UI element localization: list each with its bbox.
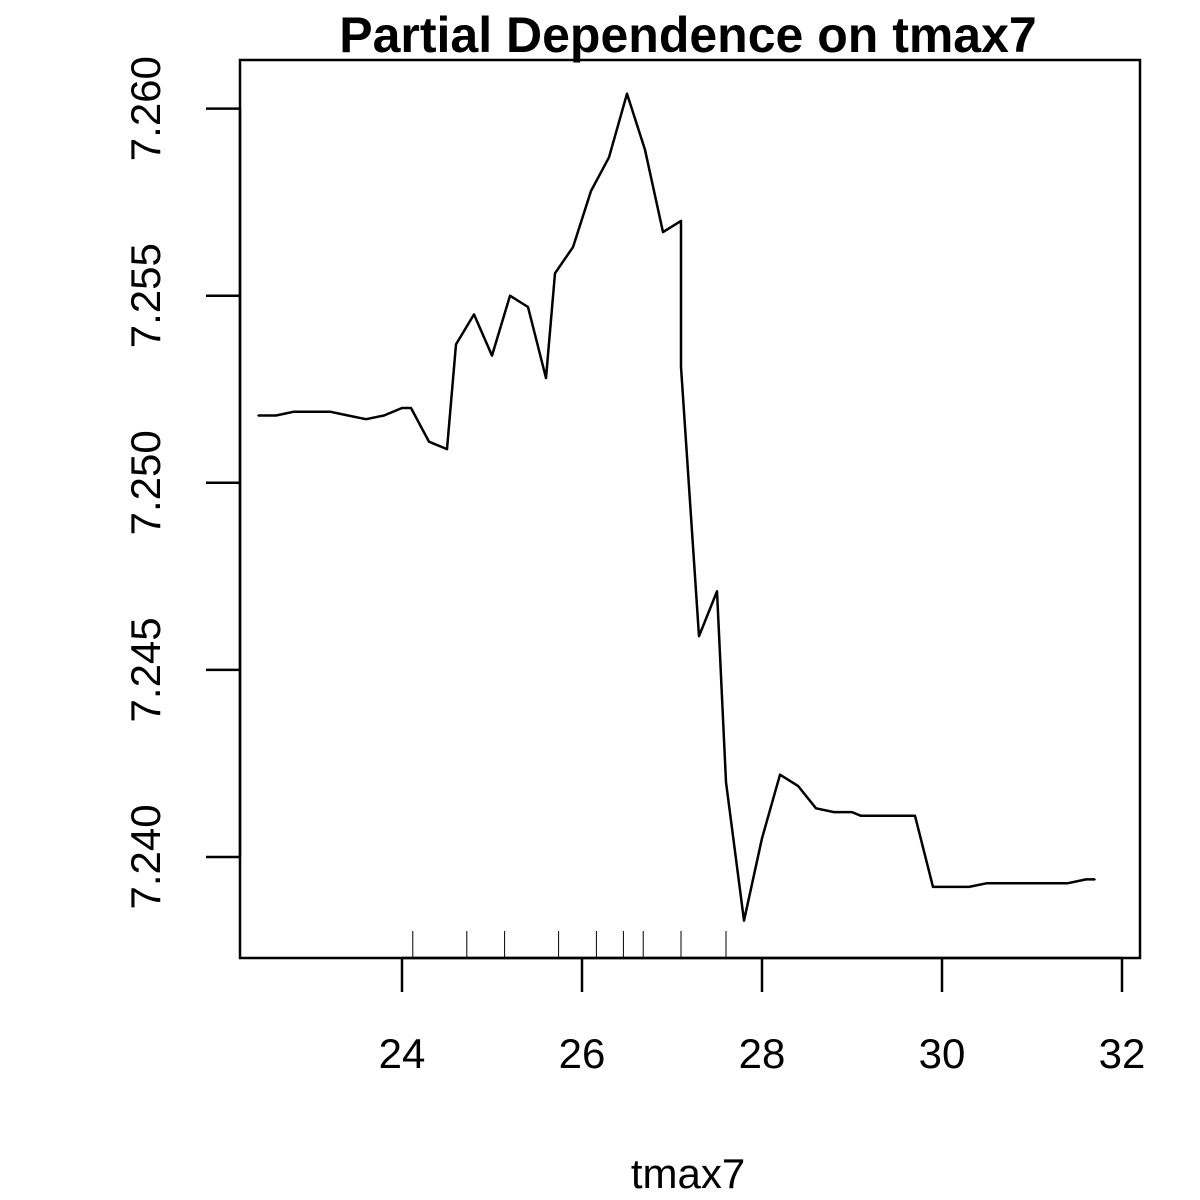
data-point [680,220,682,222]
y-tick-label: 7.245 [122,617,169,722]
data-point [401,407,403,409]
x-axis: 24 26 28 30 32 [379,956,1146,1077]
data-point [950,886,952,888]
y-tick-label: 7.255 [122,243,169,348]
data-point [797,785,799,787]
data-point [833,811,835,813]
data-point [311,410,313,413]
data-point [257,414,259,417]
x-tick-label: 30 [919,1030,966,1077]
data-point [509,294,511,297]
data-point [716,590,718,593]
x-tick-label: 26 [559,1030,606,1077]
data-point [851,811,853,813]
data-point [1067,882,1069,884]
data-point [347,414,349,417]
data-point [275,414,277,417]
data-point [698,635,700,637]
data-point [644,149,646,151]
data-point [446,448,448,450]
x-tick-label: 32 [1099,1030,1146,1077]
x-tick-label: 24 [379,1030,426,1077]
rug-marks [412,931,727,958]
data-point [986,882,988,884]
data-point [1049,882,1051,884]
data-point [626,92,628,95]
data-point [1004,882,1006,884]
data-point [365,418,367,421]
series-line [258,92,1095,922]
series-layer [257,92,1096,922]
data-point [743,919,745,922]
data-point [554,272,556,275]
x-tick-label: 28 [739,1030,786,1077]
data-point [590,190,592,192]
data-point [473,313,475,316]
data-point [1013,882,1015,884]
data-point [329,410,331,413]
y-tick-label: 7.260 [122,56,169,161]
data-point [896,815,898,817]
data-point [1031,882,1033,884]
data-point [968,886,970,888]
data-point [878,815,880,817]
data-point [725,781,727,783]
data-point [815,807,817,810]
data-point [527,306,529,308]
data-point [1085,878,1087,881]
data-point [761,837,763,840]
data-point [428,440,430,443]
data-point [572,246,574,248]
data-point [608,156,610,159]
data-point [545,377,547,379]
y-tick-label: 7.250 [122,430,169,535]
data-point [455,343,457,346]
data-point [860,815,862,817]
data-point [293,410,295,413]
y-tick-label: 7.240 [122,804,169,909]
data-point [491,354,493,357]
y-axis: 7.240 7.245 7.250 7.255 7.260 [122,56,242,910]
data-point [779,773,781,776]
data-point [932,886,934,888]
data-point [1094,878,1096,881]
data-point [680,366,682,368]
data-point [662,231,664,233]
x-axis-label: tmax7 [631,1150,745,1197]
data-point [410,407,412,409]
data-point [383,414,385,417]
data-point [914,815,916,817]
chart-title: Partial Dependence on tmax7 [339,7,1036,63]
